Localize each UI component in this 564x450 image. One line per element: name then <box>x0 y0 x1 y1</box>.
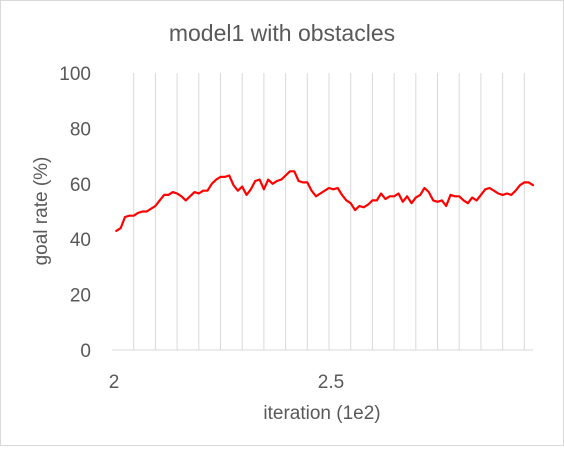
y-tick-label: 80 <box>70 119 91 140</box>
x-tick-label: 2.5 <box>318 372 344 393</box>
x-axis-ticks: 2 2.5 <box>109 372 345 393</box>
y-axis-ticks: 0 20 40 60 80 100 <box>59 64 91 362</box>
x-axis-label: iteration (1e2) <box>263 403 380 424</box>
gridlines <box>133 73 525 350</box>
y-tick-label: 100 <box>59 64 91 85</box>
y-tick-label: 60 <box>70 175 91 196</box>
y-tick-label: 0 <box>80 341 91 362</box>
y-tick-label: 20 <box>70 286 91 307</box>
series-line <box>115 170 535 232</box>
x-tick-label: 2 <box>109 372 120 393</box>
series-layer <box>115 170 535 232</box>
y-tick-label: 40 <box>70 230 91 251</box>
chart-title: model1 with obstacles <box>169 20 395 46</box>
y-axis-label: goal rate (%) <box>31 157 52 266</box>
